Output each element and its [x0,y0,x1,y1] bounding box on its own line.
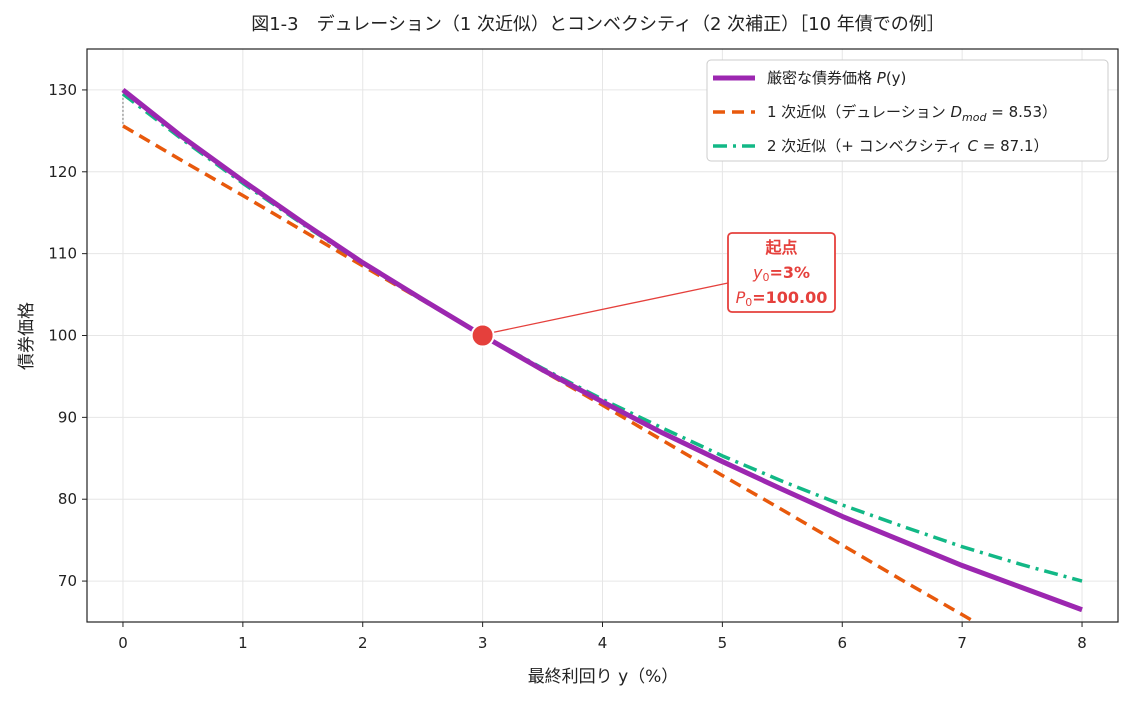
chart-title: 図1-3 デュレーション（1 次近似）とコンベクシティ（2 次補正）［10 年債… [251,14,945,35]
annotation-arrow [492,282,729,334]
annotation-price: P0=100.00 [736,288,828,309]
legend-label-1: 1 次近似（デュレーション Dmod = 8.53） [767,103,1057,124]
x-tick-label: 2 [358,634,368,652]
x-tick-label: 5 [718,634,728,652]
annotation-box [727,232,836,313]
legend-label-2: 2 次近似（+ コンベクシティ C = 87.1） [767,137,1049,155]
y-tick-label: 90 [58,408,77,426]
x-tick-label: 6 [837,634,847,652]
y-tick-label: 110 [48,245,77,263]
axes: 0 1 2 3 4 5 6 7 8 70 80 90 100 110 120 130 [48,48,1119,652]
x-tick-label: 4 [598,634,608,652]
annotation: 起点 y0=3% P0=100.00 [470,232,836,348]
y-tick-label: 80 [58,490,77,508]
annotation-title: 起点 [764,238,797,257]
y-tick-label: 130 [48,81,77,99]
y-tick-label: 70 [58,572,77,590]
x-tick-label: 8 [1077,634,1087,652]
y-tick-label: 120 [48,163,77,181]
x-axis-label: 最終利回り y（%） [528,667,679,687]
series-line-0 [121,87,1083,613]
x-tick-label: 0 [118,634,128,652]
x-tick-label: 3 [478,634,488,652]
x-tick-label: 1 [238,634,248,652]
y-tick-label: 100 [48,327,77,345]
legend-label-0: 厳密な債券価格 P(y) [767,69,906,87]
x-tick-label: 7 [957,634,967,652]
y-axis-label: 債券価格 [17,302,37,370]
legend-box [706,59,1109,162]
series-line-1 [122,124,979,622]
annotation-yield: y0=3% [752,263,810,284]
origin-point [470,323,495,348]
series-lines [121,87,1083,622]
legend: 厳密な債券価格 P(y) 1 次近似（デュレーション Dmod = 8.53） 2 … [706,59,1109,162]
